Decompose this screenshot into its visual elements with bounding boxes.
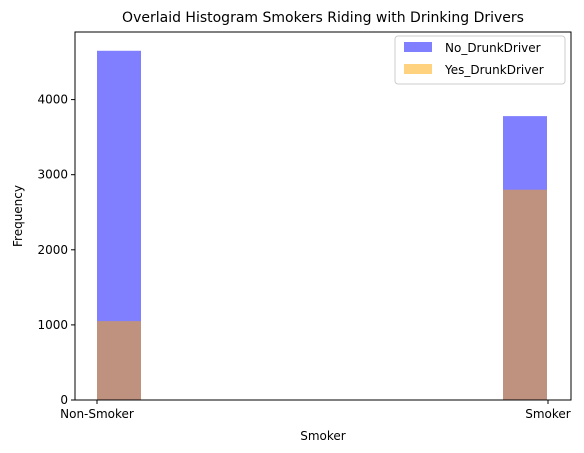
y-tick-label: 0 <box>60 393 68 407</box>
x-axis-label: Smoker <box>300 429 346 443</box>
chart-title: Overlaid Histogram Smokers Riding with D… <box>122 10 524 26</box>
plot-area-frame <box>74 31 572 401</box>
legend-label-yes-drunkdriver: Yes_DrunkDriver <box>444 63 544 77</box>
y-tick-label: 2000 <box>37 243 68 257</box>
y-axis-label: Frequency <box>11 185 25 247</box>
y-axis: 0 1000 2000 3000 4000 <box>37 93 75 407</box>
y-tick-label: 4000 <box>37 93 68 107</box>
legend-frame <box>394 35 566 85</box>
x-tick-label: Smoker <box>525 407 571 421</box>
x-tick-label: Non-Smoker <box>60 407 134 421</box>
bars-group <box>97 50 547 400</box>
x-axis: Non-Smoker Smoker <box>60 400 571 421</box>
y-tick-label: 1000 <box>37 318 68 332</box>
legend: No_DrunkDriver Yes_DrunkDriver <box>394 35 566 85</box>
bar-yes-drunkdriver-non-smoker <box>97 321 141 400</box>
legend-swatch-yes-drunkdriver <box>404 64 432 74</box>
y-tick-label: 3000 <box>37 168 68 182</box>
bar-yes-drunkdriver-smoker <box>503 189 547 400</box>
legend-swatch-no-drunkdriver <box>404 42 432 52</box>
legend-label-no-drunkdriver: No_DrunkDriver <box>445 41 541 55</box>
